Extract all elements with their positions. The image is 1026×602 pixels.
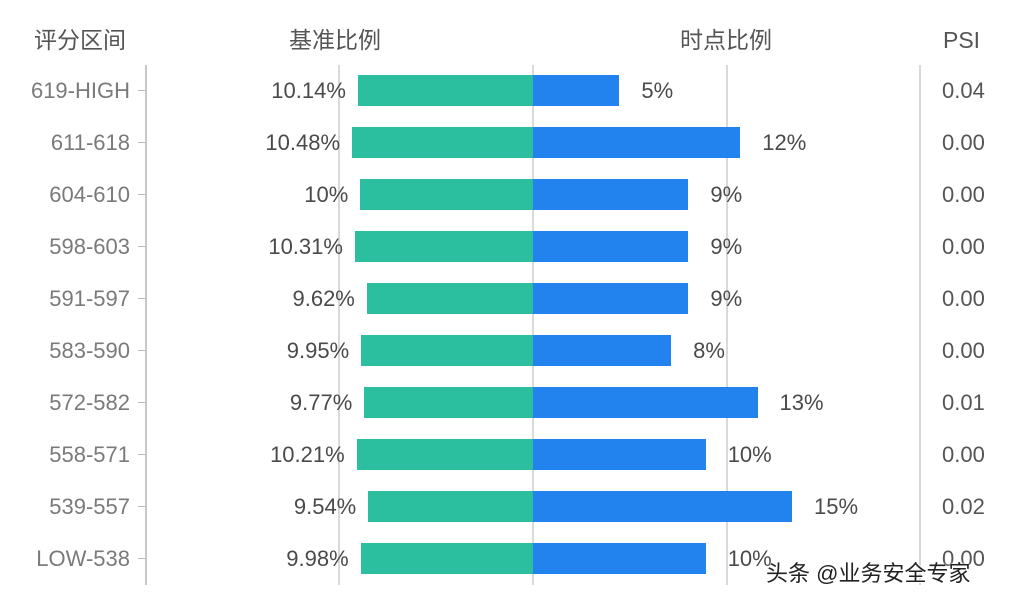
current-bar[interactable] [533,387,758,418]
current-value-label: 10% [727,546,772,571]
gridline-left [338,65,340,585]
table-row: 591-597 9.62% 9% 0.00 [0,273,1026,325]
table-row: 572-582 9.77% 13% 0.01 [0,377,1026,429]
gridline-center [532,65,534,585]
header-baseline: 基准比例 [289,27,381,53]
baseline-bar[interactable] [364,387,533,418]
axis-tick [138,298,146,299]
score-range-label: 558-571 [49,442,130,467]
score-range-label: 539-557 [49,494,130,519]
current-bar[interactable] [533,335,672,366]
watermark: 头条 @业务安全专家 [766,561,971,586]
psi-value: 0.00 [942,182,985,207]
baseline-bar[interactable] [360,543,533,574]
current-value-label: 13% [779,390,824,415]
baseline-bar[interactable] [368,491,533,522]
baseline-bar[interactable] [352,127,533,158]
current-bar[interactable] [533,283,689,314]
axis-tick [138,506,146,507]
axis-tick [138,142,146,143]
psi-value: 0.04 [942,78,985,103]
psi-value: 0.01 [942,390,985,415]
baseline-value-label: 9.98% [286,546,349,571]
current-value-label: 15% [814,494,859,519]
baseline-value-label: 9.54% [293,494,357,519]
baseline-value-label: 10.31% [268,234,343,259]
baseline-value-label: 10.21% [270,442,345,467]
psi-value: 0.00 [942,234,985,259]
score-range-label: 572-582 [49,390,130,415]
current-bar[interactable] [533,491,793,522]
axis-tick [138,90,146,91]
score-range-label: 604-610 [49,182,130,207]
baseline-value-label: 10% [304,182,349,207]
table-row: 539-557 9.54% 15% 0.02 [0,481,1026,533]
current-value-label: 8% [693,338,725,363]
baseline-bar[interactable] [356,439,533,470]
current-bar[interactable] [533,439,706,470]
gridline-right [726,65,728,585]
current-value-label: 5% [641,78,674,103]
current-bar[interactable] [533,231,689,262]
baseline-value-label: 9.62% [292,286,355,311]
current-bar[interactable] [533,75,620,106]
baseline-bar[interactable] [361,335,533,366]
psi-value: 0.00 [942,286,985,311]
axis-tick [138,402,146,403]
current-value-label: 12% [762,130,807,155]
baseline-value-label: 9.95% [286,338,350,363]
baseline-value-label: 9.77% [289,390,353,415]
score-range-label: 619-HIGH [30,78,130,103]
current-bar[interactable] [533,543,706,574]
baseline-bar[interactable] [360,179,533,210]
psi-value: 0.02 [942,494,985,519]
axis-tick [138,350,146,351]
current-bar[interactable] [533,179,689,210]
axis-tick [138,454,146,455]
current-value-label: 9% [710,182,743,207]
current-bar[interactable] [533,127,741,158]
score-range-label: 611-618 [50,130,130,155]
baseline-value-label: 10.48% [265,130,341,155]
psi-value: 0.00 [942,130,985,155]
table-row: 611-618 10.48% 12% 0.00 [0,117,1026,169]
table-row: 619-HIGH 10.14% 5% 0.04 [0,65,1026,117]
current-value-label: 9% [710,286,743,311]
table-row: 583-590 9.95% 8% 0.00 [0,325,1026,377]
category-axis-line [145,65,147,585]
axis-tick [138,558,146,559]
score-range-label: LOW-538 [36,546,130,571]
baseline-bar[interactable] [354,231,533,262]
psi-divider [919,65,921,585]
psi-value: 0.00 [942,546,985,571]
psi-value: 0.00 [942,442,985,467]
baseline-bar[interactable] [366,283,533,314]
axis-tick [138,194,146,195]
table-row: 604-610 10% 9% 0.00 [0,169,1026,221]
header-category: 评分区间 [34,27,126,53]
table-row: LOW-538 9.98% 10% 0.00 [0,533,1026,585]
psi-value: 0.00 [942,338,985,363]
score-range-label: 598-603 [49,234,130,259]
table-row: 598-603 10.31% 9% 0.00 [0,221,1026,273]
axis-tick [138,246,146,247]
score-range-label: 591-597 [49,286,130,311]
header-current: 时点比例 [680,27,772,53]
current-value-label: 10% [727,442,772,467]
baseline-value-label: 10.14% [271,78,346,103]
current-value-label: 9% [710,234,743,259]
table-row: 558-571 10.21% 10% 0.00 [0,429,1026,481]
score-range-label: 583-590 [49,338,130,363]
header-psi: PSI [943,27,981,53]
baseline-bar[interactable] [357,75,533,106]
